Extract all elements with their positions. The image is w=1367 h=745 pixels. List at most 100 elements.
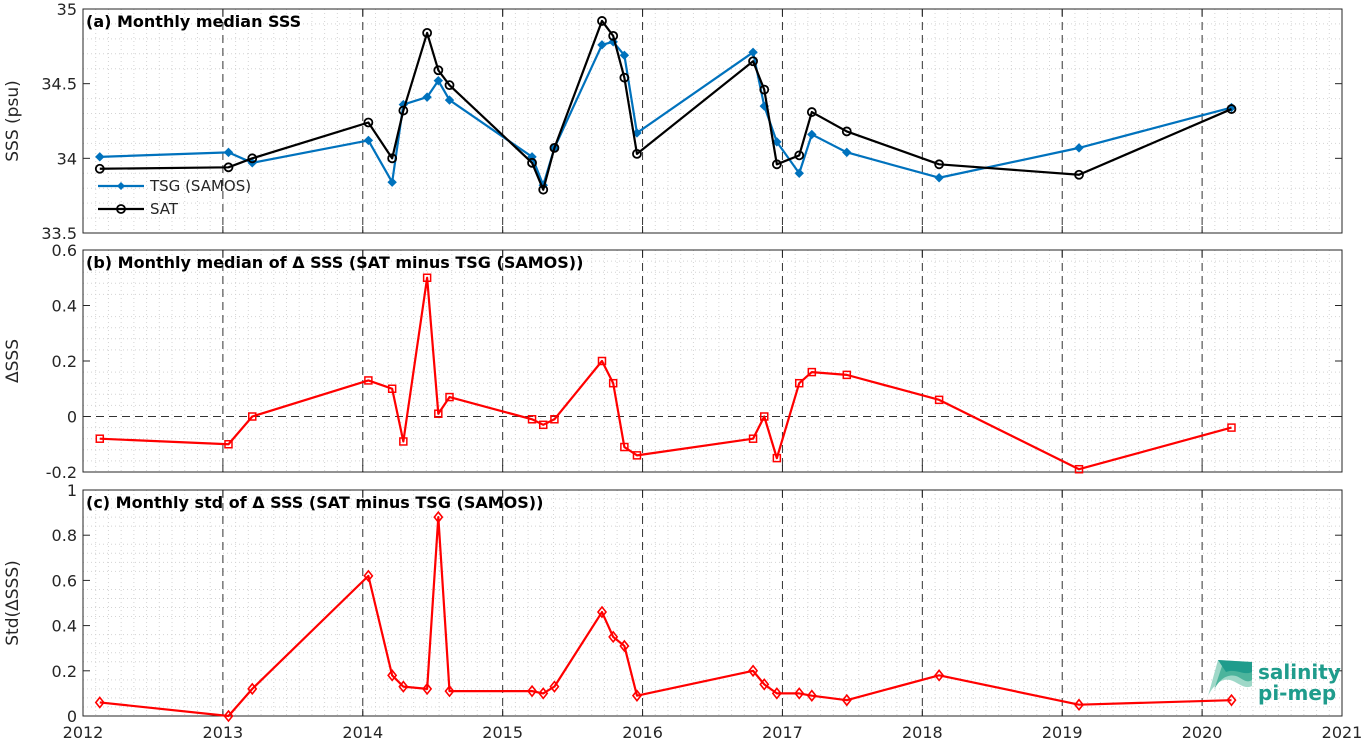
series-0	[95, 37, 1237, 190]
data-point	[224, 440, 233, 449]
data-point	[608, 378, 618, 388]
series-line	[99, 516, 1232, 718]
data-point	[1226, 693, 1237, 707]
y-axis-label: SSS (psu)	[3, 80, 23, 161]
data-point	[841, 693, 852, 707]
data-point	[748, 47, 758, 58]
series-0	[94, 510, 1237, 723]
x-tick-label: 2016	[622, 723, 663, 742]
x-tick-label: 2012	[63, 723, 104, 742]
major-grid	[222, 490, 1203, 716]
data-point	[444, 684, 455, 698]
y-axis-label: Std(ΔSSS)	[3, 560, 23, 646]
data-point	[1074, 143, 1084, 153]
data-point	[806, 689, 817, 702]
series-1	[94, 16, 1237, 195]
data-point	[527, 415, 537, 424]
major-grid	[222, 9, 1203, 233]
data-point	[748, 664, 759, 678]
data-point	[387, 669, 398, 682]
panel-title: (b) Monthly median of Δ SSS (SAT minus T…	[86, 253, 583, 272]
data-point	[223, 709, 234, 723]
data-point	[748, 56, 758, 67]
y-tick-label: 35	[57, 0, 77, 19]
x-tick-labels: 2012 2013 2014 2015 2016 2017 2018 2019 2020 2021	[63, 723, 1363, 742]
y-tick-label: 33.5	[41, 224, 77, 243]
y-tick-label: 0.8	[52, 526, 77, 545]
data-point	[399, 437, 408, 446]
data-point	[433, 510, 444, 524]
data-point	[759, 84, 770, 95]
data-point	[807, 129, 817, 140]
y-tick-labels: 33.5 34 34.5 35	[41, 0, 1342, 243]
x-tick-label: 2017	[762, 723, 803, 742]
data-point	[619, 50, 630, 61]
data-point	[794, 150, 805, 161]
data-point	[772, 137, 782, 147]
minor-grid	[83, 490, 1342, 716]
y-tick-label: -0.2	[46, 463, 77, 482]
data-point	[934, 395, 944, 405]
data-point	[364, 376, 373, 385]
x-tick-label: 2021	[1322, 723, 1363, 742]
data-point	[247, 153, 258, 164]
data-point	[95, 434, 105, 443]
data-point	[398, 105, 409, 116]
data-point	[772, 453, 782, 463]
data-point	[387, 384, 397, 393]
data-point	[363, 135, 374, 146]
data-point	[223, 162, 234, 173]
data-point	[538, 420, 548, 430]
data-point	[549, 680, 560, 693]
data-point	[1074, 464, 1084, 474]
data-point	[794, 168, 804, 178]
y-tick-label: 0.2	[52, 662, 77, 681]
y-tick-label: 0.6	[52, 571, 77, 590]
y-tick-label: 0.4	[52, 297, 77, 316]
data-point	[549, 142, 560, 153]
major-grid	[222, 250, 1203, 472]
data-point	[95, 152, 105, 162]
data-point	[538, 687, 549, 700]
logo-line1: salinity	[1258, 660, 1341, 684]
data-point	[1073, 698, 1085, 711]
y-tick-labels: 0 0.2 0.4 0.6 0.8 1	[52, 481, 1342, 726]
data-point	[1226, 104, 1237, 114]
data-point	[445, 392, 454, 402]
data-point	[608, 630, 619, 644]
y-tick-label: 0	[67, 408, 77, 427]
data-point	[632, 148, 642, 159]
data-point	[806, 107, 817, 117]
data-point	[771, 159, 782, 170]
y-tick-labels: -0.2 0 0.2 0.4 0.6	[46, 241, 1342, 482]
data-point	[771, 687, 782, 700]
data-point	[422, 682, 433, 696]
data-point	[398, 680, 409, 693]
data-point	[422, 273, 432, 282]
x-tick-label: 2015	[482, 723, 523, 742]
data-point	[538, 184, 549, 195]
data-point	[94, 696, 105, 709]
y-tick-label: 34.5	[41, 75, 77, 94]
data-point	[527, 157, 537, 168]
y-tick-label: 0	[67, 707, 77, 726]
legend-label-tsg: TSG (SAMOS)	[149, 177, 251, 195]
data-point	[434, 409, 443, 418]
data-point	[934, 173, 944, 183]
data-point	[387, 153, 398, 164]
data-point	[620, 442, 629, 452]
series-line	[99, 276, 1232, 471]
data-point	[794, 687, 805, 700]
legend-marker-tsg	[117, 182, 125, 190]
data-point	[433, 75, 444, 86]
data-point	[1074, 169, 1084, 180]
minor-grid	[83, 250, 1342, 472]
data-point	[527, 684, 538, 698]
data-point	[247, 682, 258, 696]
data-point	[631, 689, 642, 702]
data-point	[794, 378, 804, 388]
data-point	[619, 639, 630, 653]
data-point	[550, 415, 559, 424]
data-point	[842, 370, 852, 380]
